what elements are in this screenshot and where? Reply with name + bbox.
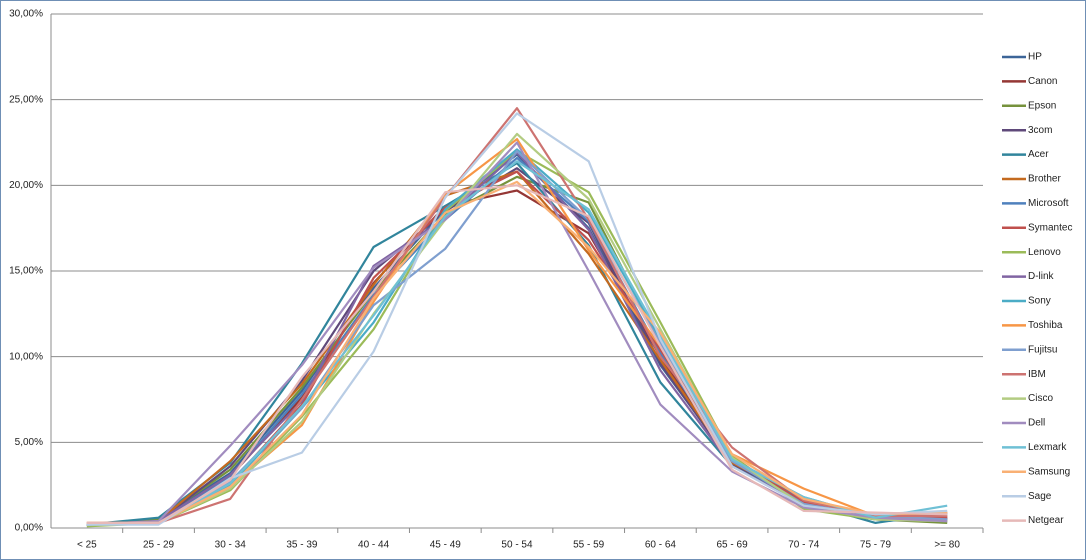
x-tick-label: < 25 [77, 540, 97, 551]
series-line [86, 141, 948, 526]
series-line [86, 180, 948, 524]
legend-label: Cisco [1028, 393, 1053, 404]
legend-label: Lenovo [1028, 247, 1061, 258]
legend-label: Dell [1028, 418, 1045, 429]
x-tick-label: >= 80 [934, 540, 960, 551]
legend-label: Toshiba [1028, 320, 1063, 331]
y-tick-label: 0,00% [15, 523, 43, 534]
y-tick-label: 30,00% [9, 9, 43, 20]
series-line [86, 160, 948, 526]
series-line [86, 107, 948, 524]
legend-label: Sony [1028, 296, 1051, 307]
x-tick-label: 50 - 54 [501, 540, 533, 551]
y-tick-label: 25,00% [9, 94, 43, 105]
legend-label: 3com [1028, 125, 1052, 136]
legend-label: HP [1028, 52, 1042, 63]
x-tick-label: 35 - 39 [286, 540, 318, 551]
legend-label: Lexmark [1028, 442, 1067, 453]
legend-label: D-link [1028, 271, 1055, 282]
x-tick-label: 30 - 34 [215, 540, 247, 551]
x-tick-label: 45 - 49 [430, 540, 462, 551]
x-tick-label: 65 - 69 [717, 540, 749, 551]
x-tick-label: 25 - 29 [143, 540, 175, 551]
legend-label: Epson [1028, 100, 1056, 111]
x-tick-label: 60 - 64 [645, 540, 677, 551]
legend-label: Brother [1028, 174, 1061, 185]
legend-label: Symantec [1028, 222, 1072, 233]
x-tick-label: 75 - 79 [860, 540, 892, 551]
legend-label: Microsoft [1028, 198, 1069, 209]
legend-label: Samsung [1028, 466, 1070, 477]
legend-label: IBM [1028, 369, 1046, 380]
series-line [86, 184, 948, 524]
y-tick-label: 5,00% [15, 437, 43, 448]
y-tick-label: 15,00% [9, 266, 43, 277]
series-line [86, 150, 948, 526]
x-tick-label: 70 - 74 [788, 540, 820, 551]
x-tick-label: 40 - 44 [358, 540, 390, 551]
y-tick-label: 20,00% [9, 180, 43, 191]
x-tick-label: 55 - 59 [573, 540, 605, 551]
legend-label: Fujitsu [1028, 344, 1057, 355]
legend-label: Netgear [1028, 515, 1064, 526]
y-tick-label: 10,00% [9, 351, 43, 362]
legend-label: Acer [1028, 149, 1049, 160]
legend-label: Sage [1028, 491, 1052, 502]
legend-label: Canon [1028, 76, 1057, 87]
